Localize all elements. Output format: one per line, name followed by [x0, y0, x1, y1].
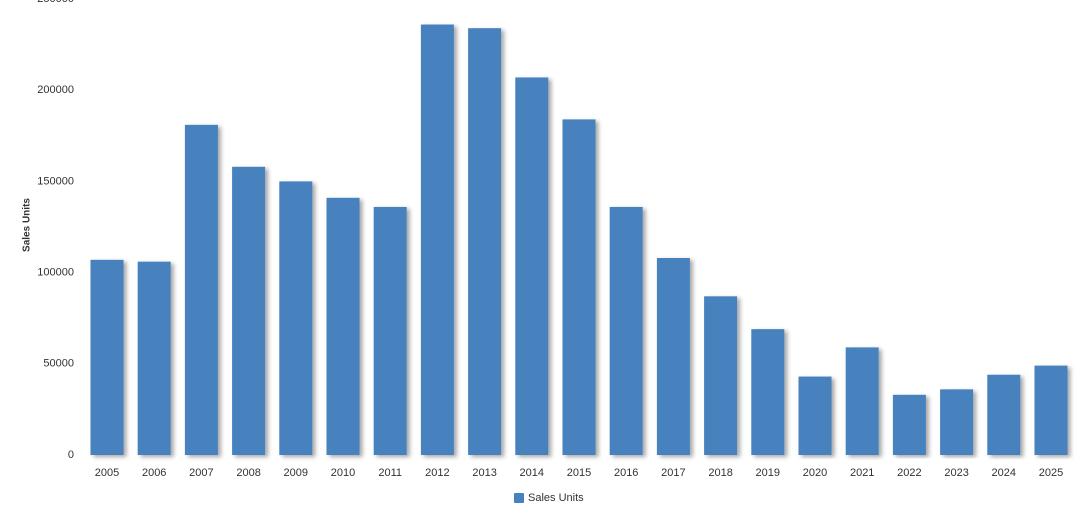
bar [468, 28, 502, 456]
bar [515, 77, 549, 455]
x-tick-label: 2018 [708, 467, 732, 479]
x-tick-label: 2006 [142, 467, 166, 479]
bar [562, 119, 596, 455]
x-tick-label: 2011 [378, 467, 402, 479]
x-tick-label: 2024 [992, 467, 1016, 479]
legend-swatch [514, 493, 524, 503]
y-tick-label: 0 [68, 449, 74, 461]
bar [704, 296, 738, 455]
x-tick-label: 2012 [425, 467, 449, 479]
y-axis-title: Sales Units [22, 198, 33, 252]
x-tick-label: 2021 [850, 467, 874, 479]
y-tick-label: 50000 [43, 358, 74, 370]
x-tick-label: 2005 [95, 467, 119, 479]
x-tick-label: 2019 [756, 467, 780, 479]
bar [326, 197, 360, 456]
bar [609, 206, 643, 455]
x-tick-label: 2013 [472, 467, 496, 479]
bar [892, 394, 926, 455]
bar [137, 261, 171, 455]
bar [232, 166, 266, 456]
y-tick-label: 250000 [37, 0, 74, 5]
y-tick-label: 200000 [37, 84, 74, 96]
x-tick-label: 2014 [520, 467, 544, 479]
bar [420, 24, 454, 455]
legend-label: Sales Units [528, 492, 584, 504]
bar [798, 376, 832, 455]
bar [656, 258, 690, 455]
x-tick-label: 2016 [614, 467, 638, 479]
x-tick-label: 2008 [236, 467, 260, 479]
y-tick-label: 150000 [37, 175, 74, 187]
bar [1034, 365, 1068, 455]
bar [373, 206, 407, 455]
x-tick-label: 2015 [567, 467, 591, 479]
x-tick-label: 2009 [284, 467, 308, 479]
bar [987, 374, 1021, 455]
x-tick-label: 2020 [803, 467, 827, 479]
bar [940, 389, 974, 455]
x-tick-label: 2010 [331, 467, 355, 479]
bar [90, 259, 124, 455]
x-tick-label: 2022 [897, 467, 921, 479]
bar [184, 124, 218, 455]
x-tick-label: 2025 [1039, 467, 1063, 479]
x-tick-label: 2023 [944, 467, 968, 479]
bar [845, 347, 879, 455]
x-tick-label: 2017 [661, 467, 685, 479]
bar [279, 181, 313, 455]
y-tick-label: 100000 [37, 267, 74, 279]
x-tick-label: 2007 [189, 467, 213, 479]
bar [751, 329, 785, 455]
